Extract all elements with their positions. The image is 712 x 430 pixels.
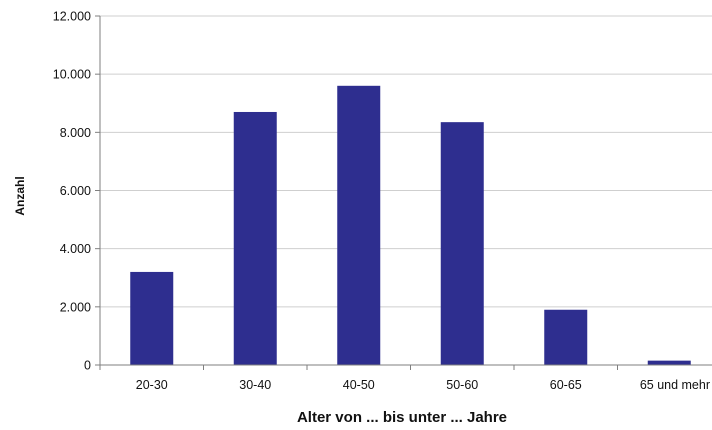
bars [130,85,691,366]
x-axis-title: Alter von ... bis unter ... Jahre [297,409,507,426]
bar-20-30 [130,271,174,365]
y-tick-label: 0 [84,359,91,373]
y-tick-label: 8.000 [60,126,91,140]
x-tick-label: 20-30 [136,378,168,392]
x-tick-label: 30-40 [239,378,271,392]
y-tick-label: 10.000 [53,68,91,82]
x-tick-label: 65 und mehr [640,378,710,392]
y-tick-label: 12.000 [53,10,91,24]
bar-50-60 [440,122,484,365]
gridlines [100,15,712,308]
bar-40-50 [337,85,381,366]
y-tick-labels: 0 2.000 4.000 6.000 8.000 10.000 12.000 [53,10,91,373]
x-tick-label: 60-65 [550,378,582,392]
x-tick-label: 40-50 [343,378,375,392]
y-tick-label: 4.000 [60,242,91,256]
y-tick-label: 6.000 [60,184,91,198]
y-axis-title: Anzahl [13,176,27,215]
axes [95,15,712,370]
y-tick-label: 2.000 [60,300,91,314]
bar-60-65 [544,309,588,365]
x-tick-label: 50-60 [446,378,478,392]
x-tick-labels: 20-30 30-40 40-50 50-60 60-65 65 und mehr [136,378,710,392]
bar-30-40 [233,111,277,365]
bar-65-und-mehr [647,360,691,365]
